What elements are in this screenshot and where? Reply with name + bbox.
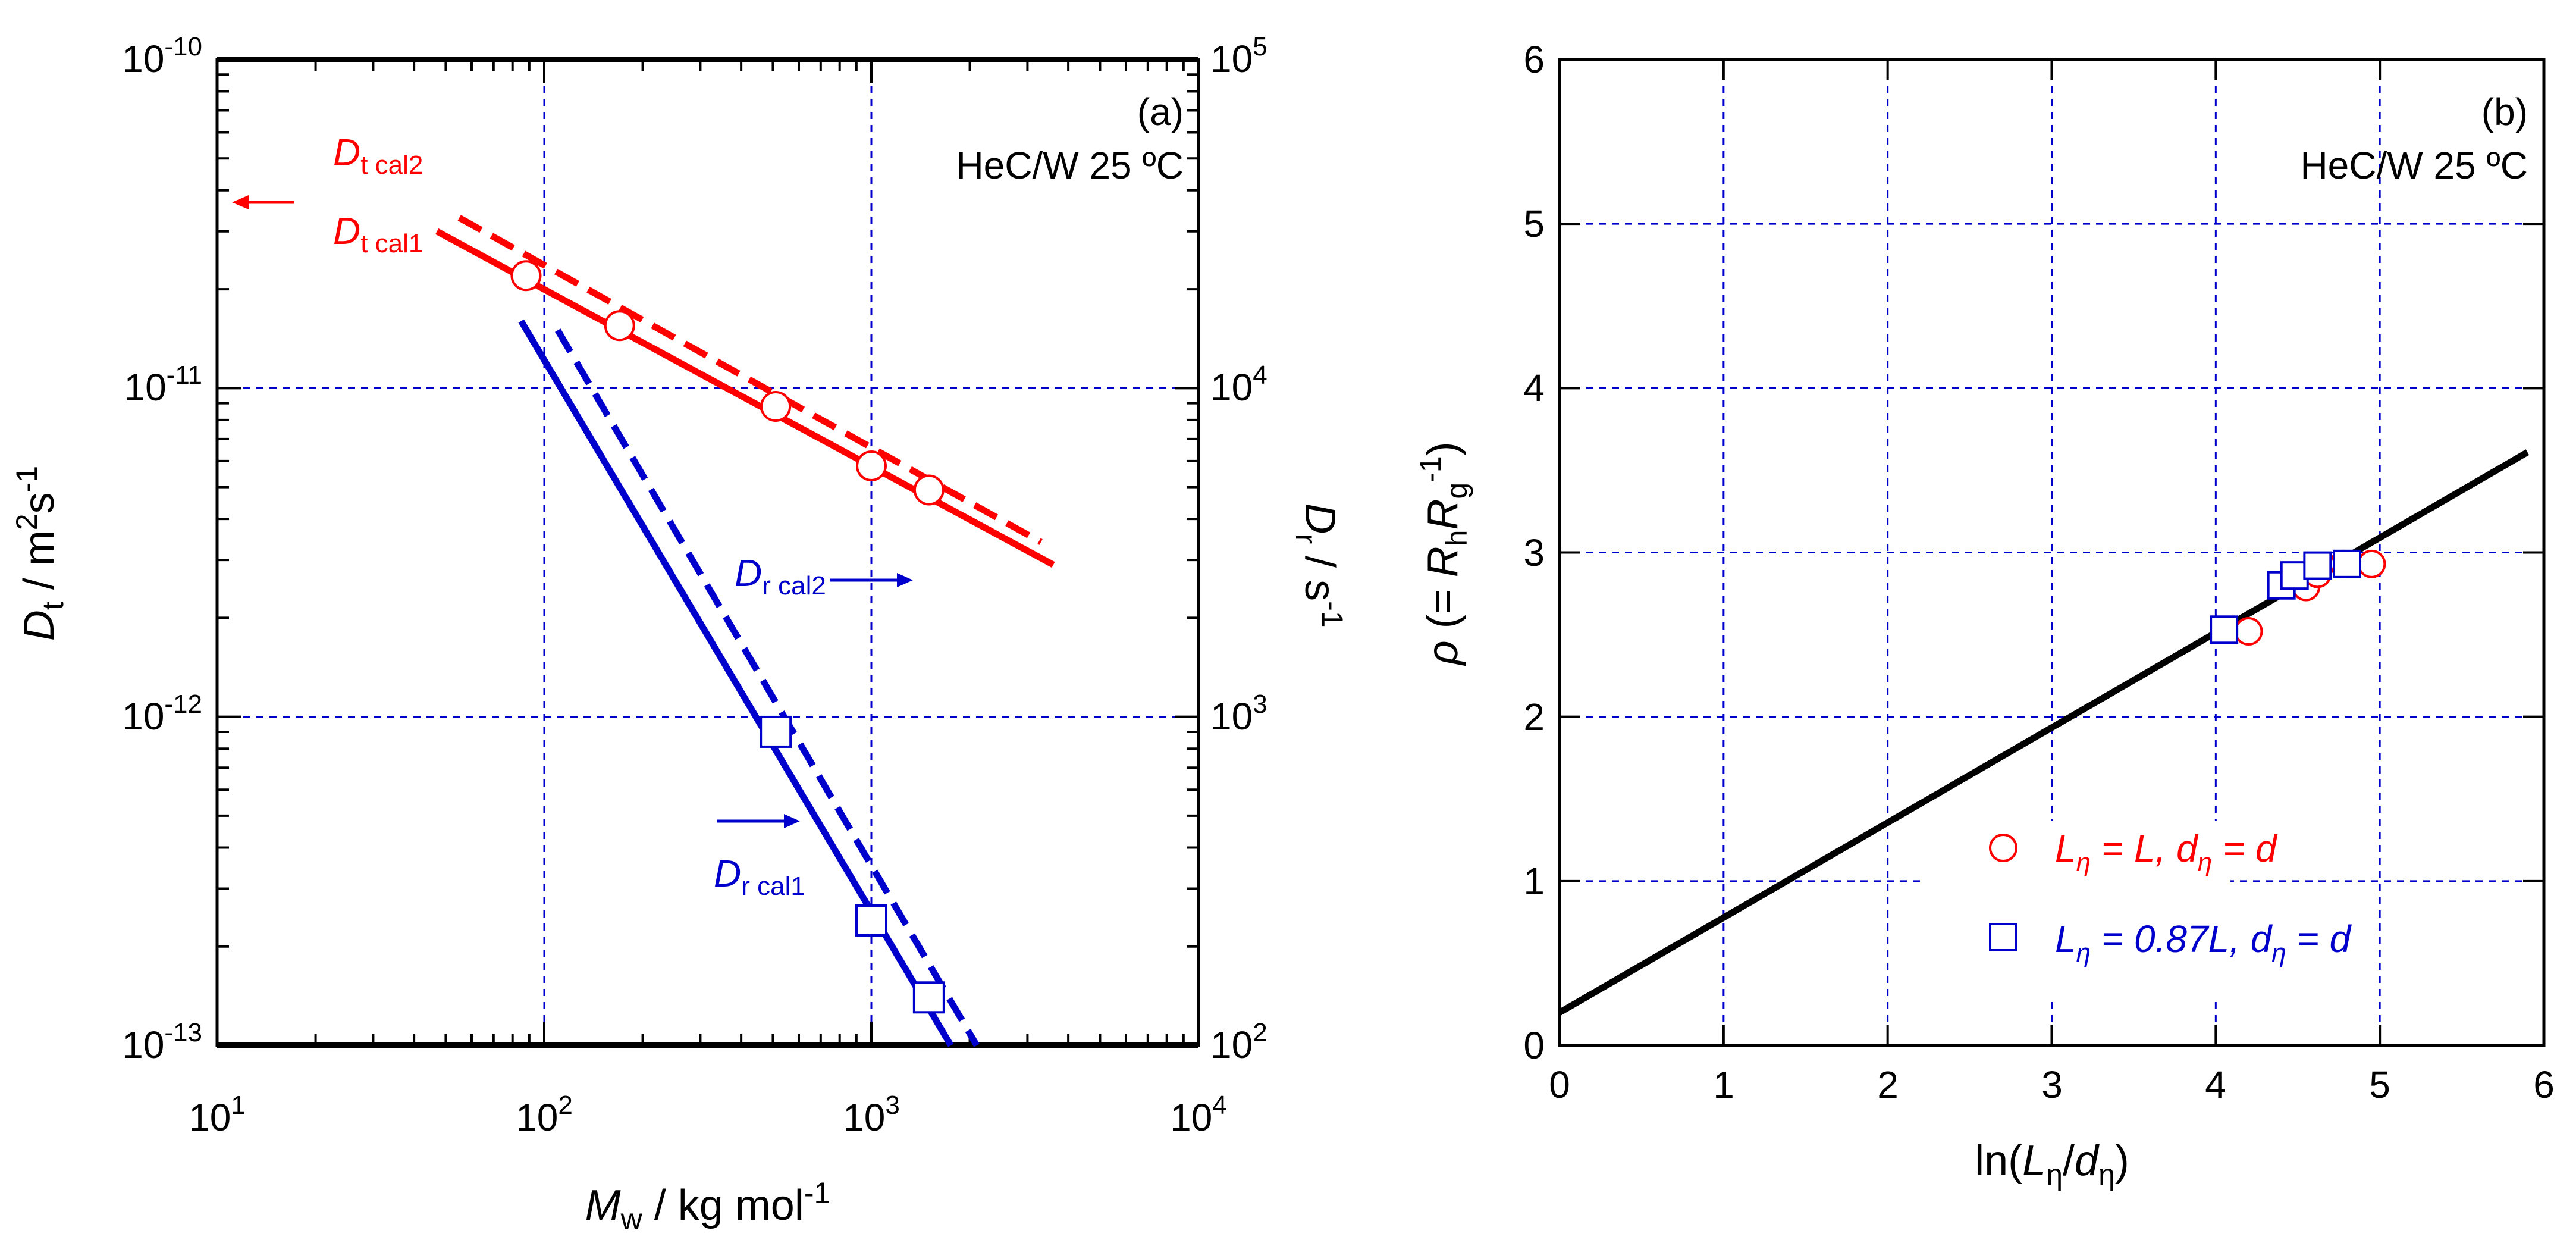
a-panel-tag: (a) [1137,90,1184,133]
b-fit-line [1558,449,2530,1016]
a-point-circle-4 [913,474,945,506]
a-ytick-right-label-3: 105 [1210,32,1267,80]
b-point-circle-0 [2234,617,2263,646]
a-xtick-label-3: 104 [1170,1091,1227,1139]
b-xtick-label-1: 1 [1713,1063,1734,1106]
a-ytick-right-label-2: 104 [1210,361,1267,409]
a-label-dt-cal1: Dt cal1 [333,209,423,258]
b-ytick-label-3: 3 [1523,531,1545,574]
a-xtick-label-2: 103 [843,1091,900,1139]
b-point-square-3 [2303,551,2332,580]
a-label-dr-cal1: Dr cal1 [714,852,805,901]
a-point-square-2 [912,981,945,1014]
a-ytick-right-label-0: 102 [1210,1018,1267,1066]
a-x-axis-label: Mw / kg mol-1 [585,1176,831,1236]
a-label-dr-cal2: Dr cal2 [735,552,826,600]
panel-a-markers [510,260,945,1014]
b-point-square-0 [2210,615,2239,644]
a-ytick-left-label-1: 10-12 [122,690,202,738]
b-point-circle-4 [2357,549,2386,578]
a-point-square-1 [855,904,887,937]
a-point-circle-1 [604,310,635,342]
b-xtick-label-2: 2 [1877,1063,1899,1106]
a-line-dt-cal1 [435,228,1055,568]
panel-a-frame [215,58,1200,1047]
b-condition-label: HeC/W 25 ºC [2300,144,2528,187]
panel-b-markers [2210,549,2386,646]
panel-a: 101 102 103 104 10-13 10-12 10-11 10-10 … [10,32,1349,1236]
a-line-dr-cal1 [518,319,954,1047]
b-legend-background [1921,821,2230,1000]
a-y-axis-right-label: Dr / s-1 [1289,503,1349,627]
b-legend-entry-2: Lη = 0.87L, dη = d [2055,918,2352,967]
a-point-circle-2 [760,390,792,422]
a-arrow-dr-cal2-right [830,573,913,587]
b-y-axis-label: ρ (= RhRg-1) [1414,441,1473,666]
a-ytick-left-label-0: 10-13 [122,1018,202,1066]
a-line-dt-cal2 [457,215,1043,545]
panel-a-ticks [216,60,1198,1047]
b-xtick-label-6: 6 [2533,1063,2555,1106]
a-ytick-left-label-3: 10-10 [122,32,202,80]
b-xtick-label-3: 3 [2041,1063,2063,1106]
b-legend: Lη = L, dη = d Lη = 0.87L, dη = d [1921,821,2352,1000]
b-x-axis-label: ln(Lη/dη) [1975,1137,2129,1191]
b-point-square-4 [2333,549,2361,578]
a-arrow-dt-left [232,195,294,209]
a-point-square-0 [760,715,792,748]
a-point-circle-3 [856,450,887,481]
panel-b: 0 1 2 3 4 5 6 0 1 2 3 4 5 6 ln(Lη/dη) ρ … [1414,38,2555,1191]
a-arrow-dr-cal1-right [717,814,800,828]
b-legend-square-marker [1989,923,2017,951]
a-y-axis-left-label: Dt / m2s-1 [10,466,70,641]
b-panel-tag: (b) [2481,90,2528,133]
a-ytick-right-label-1: 103 [1210,690,1267,738]
b-ytick-label-6: 6 [1523,38,1545,81]
a-label-dt-cal2: Dt cal2 [333,131,423,180]
b-ytick-label-1: 1 [1523,860,1545,903]
a-point-circle-0 [510,260,542,292]
b-legend-circle-marker [1989,834,2017,862]
a-xtick-label-1: 102 [516,1091,573,1139]
a-condition-label: HeC/W 25 ºC [956,144,1184,187]
b-legend-entry-1: Lη = L, dη = d [2055,827,2278,877]
panel-b-grid [1560,60,2544,1045]
b-xtick-label-4: 4 [2205,1063,2226,1106]
b-ytick-label-2: 2 [1523,696,1545,738]
panel-b-lines [1558,449,2530,1016]
b-ytick-label-5: 5 [1523,202,1545,245]
b-ytick-label-0: 0 [1523,1024,1545,1067]
a-line-dr-cal2 [555,328,980,1047]
a-ytick-left-label-2: 10-11 [124,361,202,409]
b-xtick-label-5: 5 [2369,1063,2390,1106]
b-xtick-label-0: 0 [1549,1063,1570,1106]
a-xtick-label-0: 101 [189,1091,246,1139]
b-ytick-label-4: 4 [1523,367,1545,409]
panel-b-ticks [1558,58,2545,1047]
panel-a-grid [217,60,1198,1045]
panel-a-lines [435,215,1055,1047]
